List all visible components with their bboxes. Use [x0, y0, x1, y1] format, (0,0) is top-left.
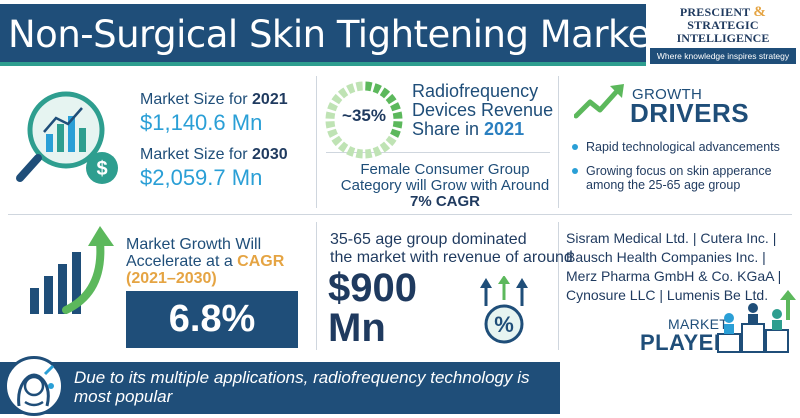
divider — [558, 222, 559, 350]
growth-drivers-list: Rapid technological advancements Growing… — [570, 140, 792, 202]
ring-segment — [372, 146, 382, 157]
divider — [8, 214, 792, 215]
ring-segment — [327, 128, 338, 138]
ring-segment — [337, 141, 349, 153]
ring-segment — [355, 148, 363, 159]
podium-players-icon — [717, 290, 796, 353]
trend-arrow-icon — [574, 84, 624, 119]
share-value: ~35% — [342, 106, 386, 125]
market-size-2030-label: Market Size for 2030 — [140, 146, 288, 163]
divider — [558, 76, 559, 208]
share-ring-chart — [325, 81, 403, 159]
svg-text:%: % — [494, 312, 514, 337]
ring-segment — [379, 141, 391, 153]
company-logo: PRESCIENT & STRATEGIC INTELLIGENCE Where… — [650, 4, 796, 64]
ring-segment — [392, 111, 403, 119]
age-group-text: 35-65 age group dominated the market wit… — [330, 231, 573, 266]
radiofrequency-share-label: Radiofrequency Devices Revenue Share in … — [412, 81, 554, 139]
market-size-2021-value: $1,140.6 Mn — [140, 110, 263, 135]
footer-text: Due to its multiple applications, radiof… — [74, 368, 530, 406]
ring-segment — [392, 121, 403, 129]
title-accent-stripe — [0, 62, 646, 66]
ring-segment — [385, 93, 397, 105]
ring-segment — [390, 102, 401, 112]
list-item: Rapid technological advancements — [570, 140, 792, 154]
percent-arrows-icon: % — [480, 276, 528, 344]
divider — [326, 152, 550, 153]
market-players-list: Sisram Medical Ltd. | Cutera Inc. | Baus… — [566, 230, 782, 303]
ring-segment — [372, 83, 382, 94]
ring-segment — [337, 87, 349, 99]
ring-segment — [390, 128, 401, 138]
ring-segment — [365, 81, 373, 92]
market-size-2030-value: $2,059.7 Mn — [140, 165, 263, 190]
divider — [316, 222, 317, 350]
face-treatment-icon — [17, 364, 55, 407]
ring-segment — [325, 111, 336, 119]
logo-tagline: Where knowledge inspires strategy — [650, 48, 796, 64]
female-consumer-cagr: 7% CAGR — [409, 193, 480, 210]
logo-line-2: INTELLIGENCE — [676, 31, 770, 45]
ring-segment — [331, 135, 343, 147]
ring-segment — [385, 135, 397, 147]
ring-segment — [355, 81, 363, 92]
ring-segment — [327, 102, 338, 112]
ring-segment — [346, 83, 356, 94]
footer-banner — [0, 362, 560, 414]
logo-line-1: PRESCIENT & STRATEGIC — [679, 4, 767, 32]
magnifier-chart-dollar-icon: $ — [16, 91, 118, 184]
ring-segment — [331, 93, 343, 105]
bullet-dot — [572, 168, 578, 174]
ring-segment — [365, 148, 373, 159]
market-players-small: MARKET — [668, 316, 729, 332]
ring-segment — [379, 87, 391, 99]
list-item: Growing focus on skin apperance among th… — [570, 164, 792, 192]
divider — [316, 76, 317, 208]
title-bar: Non-Surgical Skin Tightening Market — [0, 4, 664, 62]
svg-text:$: $ — [96, 158, 107, 180]
bullet-dot — [572, 144, 578, 150]
cagr-value-box: 6.8% — [126, 291, 298, 348]
ring-segment — [325, 121, 336, 129]
growth-drivers-small: GROWTH — [632, 86, 703, 103]
ring-segment — [346, 146, 356, 157]
page-title: Non-Surgical Skin Tightening Market — [8, 13, 664, 56]
market-size-2021-label: Market Size for 2021 — [140, 91, 288, 108]
header: Non-Surgical Skin Tightening Market PRES… — [0, 0, 800, 66]
market-growth-text: Market Growth Will Accelerate at a CAGR … — [126, 236, 285, 287]
growth-bars-arrow-icon — [30, 226, 114, 314]
growth-drivers-title: DRIVERS — [630, 98, 750, 128]
female-consumer-text: Female Consumer Group Category will Grow… — [330, 162, 560, 210]
age-group-revenue: $900 Mn — [328, 266, 417, 350]
